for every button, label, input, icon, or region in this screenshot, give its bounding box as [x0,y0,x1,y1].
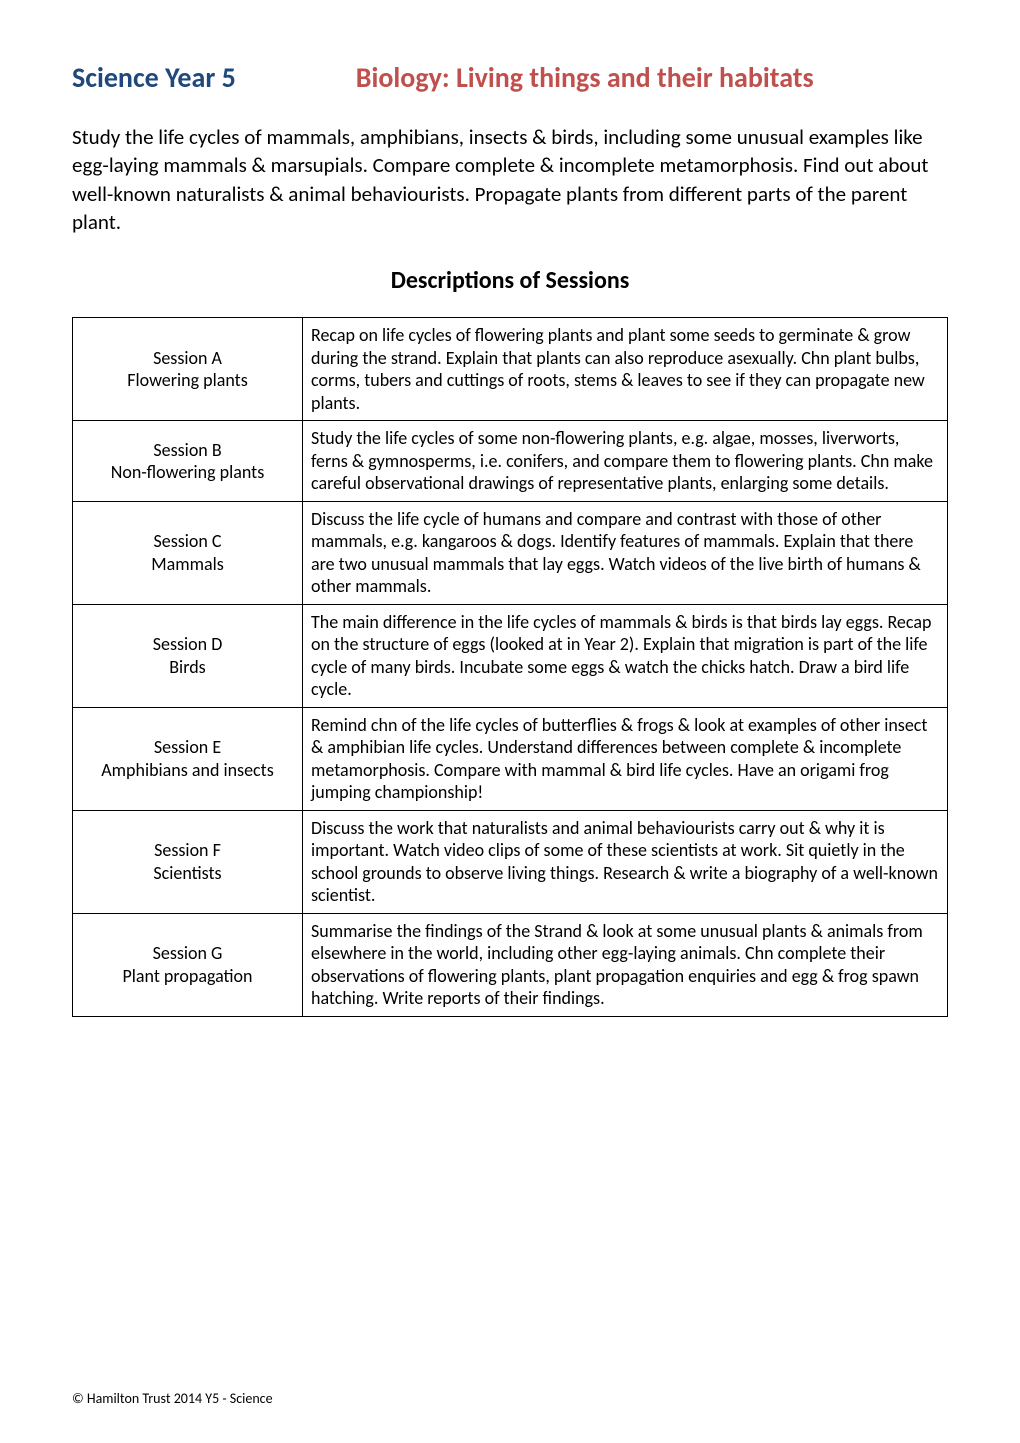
session-label-cell: Session D Birds [73,604,303,707]
session-label-cell: Session E Amphibians and insects [73,707,303,810]
session-label-cell: Session F Scientists [73,810,303,913]
session-description: Discuss the work that naturalists and an… [303,810,948,913]
header-row: Science Year 5 Biology: Living things an… [72,60,948,95]
session-description: Study the life cycles of some non-flower… [303,421,948,502]
table-row: Session A Flowering plants Recap on life… [73,318,948,421]
session-description: Discuss the life cycle of humans and com… [303,501,948,604]
session-name: Session C [81,530,294,553]
session-label-cell: Session B Non-flowering plants [73,421,303,502]
table-row: Session E Amphibians and insects Remind … [73,707,948,810]
page-title: Science Year 5 [72,60,236,95]
session-topic: Mammals [81,553,294,576]
session-topic: Plant propagation [81,965,294,988]
session-name: Session D [81,633,294,656]
session-name: Session A [81,347,294,370]
session-description: Remind chn of the life cycles of butterf… [303,707,948,810]
table-row: Session B Non-flowering plants Study the… [73,421,948,502]
session-description: Recap on life cycles of flowering plants… [303,318,948,421]
session-description: Summarise the findings of the Strand & l… [303,913,948,1016]
table-row: Session D Birds The main difference in t… [73,604,948,707]
session-topic: Non-flowering plants [81,461,294,484]
table-row: Session C Mammals Discuss the life cycle… [73,501,948,604]
session-topic: Birds [81,656,294,679]
session-topic: Scientists [81,862,294,885]
session-topic: Amphibians and insects [81,759,294,782]
page: Science Year 5 Biology: Living things an… [0,0,1020,1443]
session-label-cell: Session A Flowering plants [73,318,303,421]
intro-paragraph: Study the life cycles of mammals, amphib… [72,123,948,236]
session-label-cell: Session G Plant propagation [73,913,303,1016]
session-description: The main difference in the life cycles o… [303,604,948,707]
session-name: Session B [81,439,294,462]
footer-copyright: © Hamilton Trust 2014 Y5 - Science [72,1390,273,1407]
page-subtitle: Biology: Living things and their habitat… [356,60,814,95]
session-topic: Flowering plants [81,369,294,392]
session-name: Session E [81,736,294,759]
session-name: Session F [81,839,294,862]
session-label-cell: Session C Mammals [73,501,303,604]
descriptions-heading: Descriptions of Sessions [72,266,948,295]
table-row: Session G Plant propagation Summarise th… [73,913,948,1016]
session-name: Session G [81,942,294,965]
sessions-table: Session A Flowering plants Recap on life… [72,317,948,1017]
table-row: Session F Scientists Discuss the work th… [73,810,948,913]
